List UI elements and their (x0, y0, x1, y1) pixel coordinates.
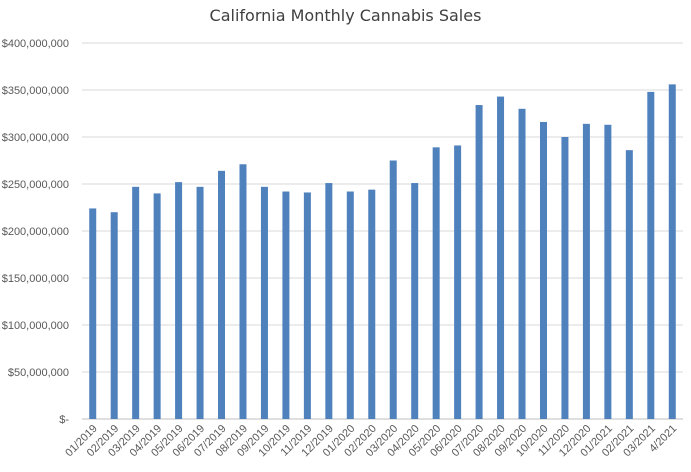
bar (303, 192, 311, 419)
bar (668, 84, 676, 420)
bar (389, 160, 397, 419)
bar (175, 182, 183, 419)
bar (411, 183, 419, 419)
bar (239, 164, 247, 419)
bar (282, 191, 290, 419)
y-tick-label: $100,000,000 (2, 320, 69, 332)
bar (475, 105, 483, 419)
y-tick-label: $200,000,000 (2, 226, 69, 238)
bar (196, 186, 204, 419)
chart-title: California Monthly Cannabis Sales (209, 6, 482, 25)
bars (89, 84, 676, 420)
bar (325, 183, 333, 419)
bar (561, 137, 569, 419)
y-tick-label: $350,000,000 (2, 85, 69, 97)
bar (432, 147, 440, 419)
bar (346, 191, 354, 419)
bar (153, 193, 161, 419)
bar (604, 124, 612, 419)
bar (454, 145, 462, 419)
gridlines (82, 42, 683, 420)
bar (582, 123, 590, 419)
y-tick-label: $300,000,000 (2, 132, 69, 144)
bar (218, 170, 226, 419)
y-axis-ticks: $- $50,000,000 $100,000,000 $150,000,000 $20… (2, 38, 70, 426)
y-tick-label: $250,000,000 (2, 179, 69, 191)
bar (497, 96, 505, 419)
bar (132, 186, 140, 419)
y-tick-label: $400,000,000 (2, 38, 69, 50)
bar (89, 208, 97, 419)
bar (260, 186, 268, 419)
y-tick-label: $150,000,000 (2, 273, 69, 285)
bar (539, 121, 547, 420)
bar (368, 189, 376, 419)
bar (110, 212, 118, 419)
bar (625, 150, 633, 419)
y-tick-label: $50,000,000 (8, 367, 69, 379)
bar (647, 91, 655, 419)
x-axis-ticks: 01/201902/201903/201904/201905/201906/20… (63, 423, 679, 460)
bar (518, 108, 526, 420)
y-tick-label: $- (59, 414, 69, 426)
